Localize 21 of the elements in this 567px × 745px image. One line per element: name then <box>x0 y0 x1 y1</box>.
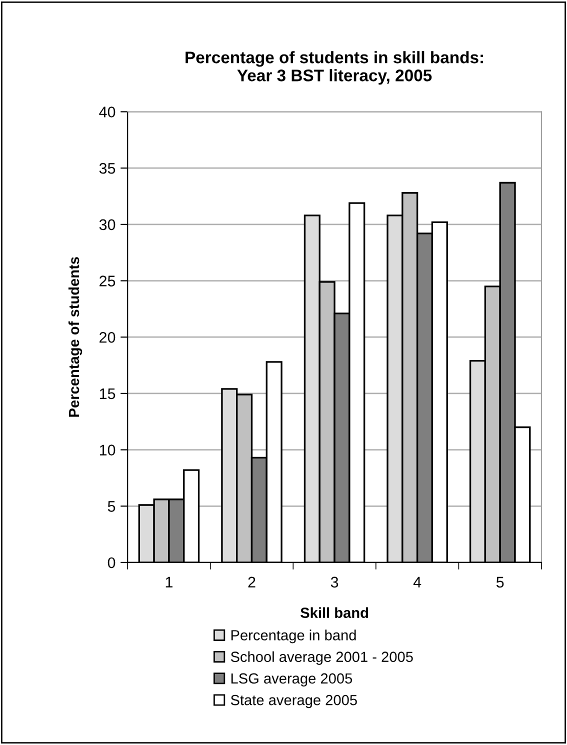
x-axis-title: Skill band <box>300 607 368 618</box>
y-tick-label: 25 <box>100 276 116 286</box>
y-tick-label: 35 <box>99 162 116 174</box>
y-tick-label: 40 <box>99 106 116 118</box>
y-tick-label: 30 <box>99 219 116 230</box>
legend-label: State average 2005 <box>230 694 357 708</box>
x-tick-label: 3 <box>330 576 338 588</box>
x-tick-label: 1 <box>166 576 172 588</box>
legend-label: Percentage in band <box>231 630 356 644</box>
x-tick-label: 2 <box>248 576 256 588</box>
legend-label: LSG average 2005 <box>231 673 352 687</box>
legend-label: School average 2001 - 2005 <box>230 651 413 665</box>
y-tick-label: 10 <box>100 444 116 456</box>
x-tick-label: 4 <box>413 576 422 588</box>
x-tick-label: 5 <box>496 576 504 588</box>
y-tick-label: 0 <box>108 557 116 568</box>
y-tick-label: 5 <box>108 501 116 512</box>
y-tick-label: 20 <box>100 332 116 343</box>
chart-title: Percentage of students in skill bands: Year 3 BST literacy, 2005 <box>186 51 483 85</box>
y-tick-label: 15 <box>100 388 116 400</box>
y-axis-title: Percentage of students <box>68 257 82 417</box>
